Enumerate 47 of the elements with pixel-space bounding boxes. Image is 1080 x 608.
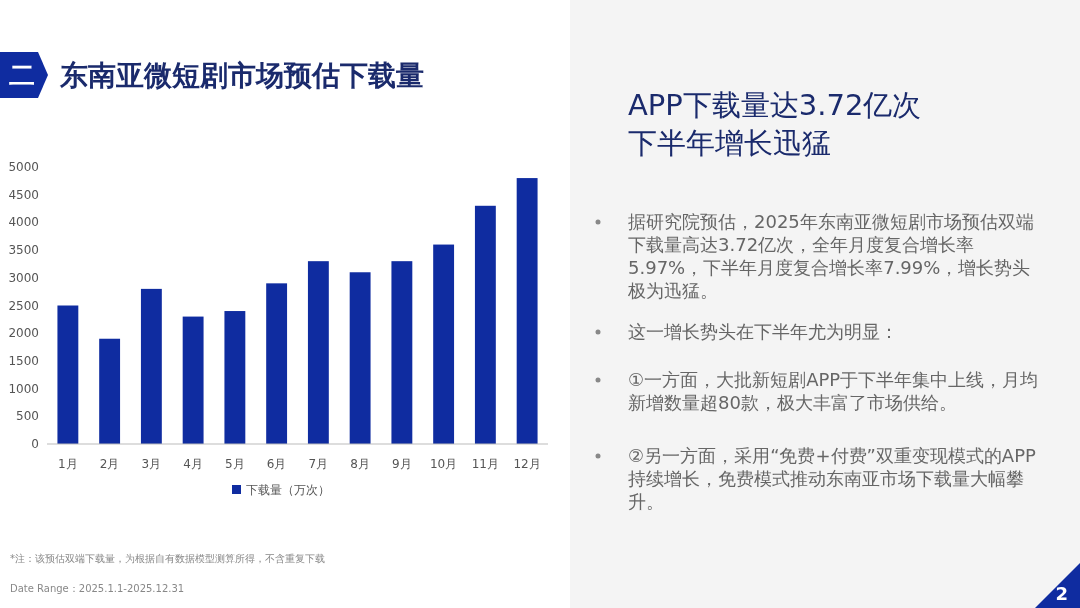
x-tick-label: 5月 [225,457,245,471]
bar [349,272,371,444]
x-tick-label: 9月 [392,457,412,471]
text: ①一方面，大批新短剧APP于下半年集中上线，月均新增数量超80款，极大丰富了市场供给。 [628,368,1040,414]
x-tick-label: 3月 [141,457,162,471]
y-tick-label: 0 [31,437,39,451]
text: 二 [9,60,35,90]
y-tick-label: 2500 [8,298,39,313]
chart-title: 东南亚微短剧市场预估下载量 [59,59,424,92]
y-tick-label: 3500 [8,243,39,258]
x-tick-label: 1月 [58,457,78,471]
bar [391,261,413,444]
text: 2 [1055,583,1068,604]
x-tick-label: 10月 [429,457,458,471]
bar [516,178,538,444]
x-tick-label: 7月 [308,457,329,471]
y-tick-label: 1500 [8,353,39,368]
bar [474,205,496,444]
y-tick-label: 1000 [8,381,39,396]
text: APP下载量达3.72亿次 [628,88,922,122]
x-tick-label: 11月 [471,457,500,471]
x-tick-label: 12月 [513,457,541,471]
text: Date Range：2025.1.1-2025.12.31 [10,583,185,594]
x-tick-label: 8月 [350,457,370,471]
y-tick-label: 5000 [8,160,39,174]
bar [307,261,329,444]
text: 据研究院预估，2025年东南亚微短剧市场预估双端下载量高达3.72亿次，全年月度复合增长率5.97%，下半年月度复合增长率7.99%，增长势头极为迅猛。 [628,210,1035,302]
bar [182,316,204,444]
bar [266,283,288,444]
y-tick-label: 2000 [8,326,39,341]
bar [140,288,162,444]
text: *注：该预估双端下载量，为根据自有数据模型测算所得，不含重复下载 [10,553,325,564]
y-tick-label: 4500 [8,187,39,202]
x-tick-label: 6月 [266,457,287,471]
bar [99,338,121,444]
x-tick-label: 4月 [183,457,203,471]
x-tick-label: 2月 [99,457,120,471]
text: 这一增长势头在下半年尤为明显： [628,320,899,343]
bar [433,244,455,444]
bar [224,311,246,444]
y-tick-label: 500 [16,409,39,424]
text: 下半年增长迅猛 [628,126,831,160]
bar [57,305,79,444]
y-tick-label: 4000 [8,215,39,230]
legend-label: 下载量（万次） [246,483,330,497]
y-tick-label: 3000 [8,270,39,285]
text: ②另一方面，采用“免费+付费”双重变现模式的APP持续增长，免费模式推动东南亚市场下载量大幅攀升。 [628,444,1037,513]
